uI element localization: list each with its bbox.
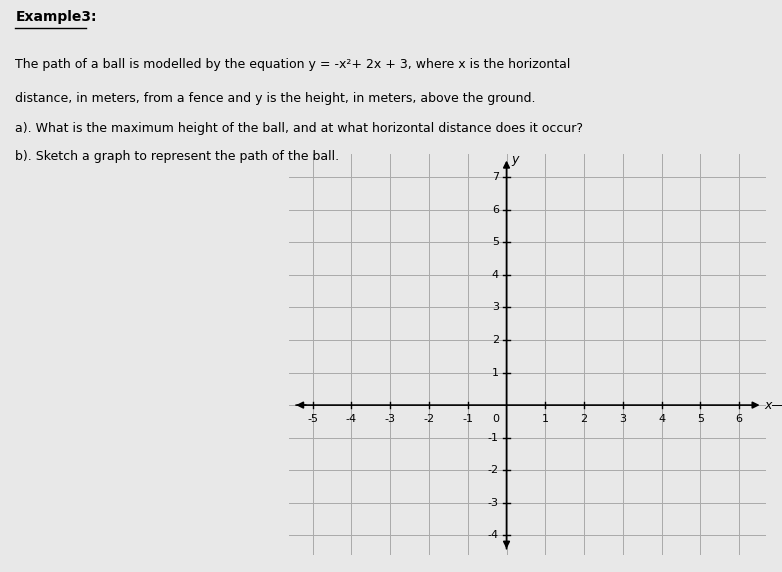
Text: -5: -5 [307, 414, 318, 424]
Text: 7: 7 [492, 172, 499, 182]
Text: -1: -1 [462, 414, 473, 424]
Text: -4: -4 [488, 530, 499, 541]
Text: 4: 4 [492, 270, 499, 280]
Text: 6: 6 [736, 414, 743, 424]
Text: 5: 5 [697, 414, 704, 424]
Text: x—: x— [765, 399, 782, 412]
Text: 3: 3 [492, 303, 499, 312]
Text: 0: 0 [492, 414, 499, 424]
Text: -3: -3 [488, 498, 499, 508]
Text: 1: 1 [542, 414, 549, 424]
Text: The path of a ball is modelled by the equation y = -x²+ 2x + 3, where x is the h: The path of a ball is modelled by the eq… [16, 58, 571, 71]
Text: 2: 2 [580, 414, 587, 424]
Text: y: y [511, 153, 518, 166]
Text: 4: 4 [658, 414, 665, 424]
Text: 5: 5 [492, 237, 499, 247]
Text: -3: -3 [385, 414, 396, 424]
Text: -1: -1 [488, 432, 499, 443]
Text: 1: 1 [492, 368, 499, 378]
Text: a). What is the maximum height of the ball, and at what horizontal distance does: a). What is the maximum height of the ba… [16, 122, 583, 135]
Text: -2: -2 [488, 465, 499, 475]
Text: 2: 2 [492, 335, 499, 345]
Text: b). Sketch a graph to represent the path of the ball.: b). Sketch a graph to represent the path… [16, 150, 339, 163]
Text: 6: 6 [492, 205, 499, 214]
Text: 3: 3 [619, 414, 626, 424]
Text: -4: -4 [346, 414, 357, 424]
Text: distance, in meters, from a fence and y is the height, in meters, above the grou: distance, in meters, from a fence and y … [16, 92, 536, 105]
Text: Example3:: Example3: [16, 10, 97, 24]
Text: -2: -2 [423, 414, 435, 424]
